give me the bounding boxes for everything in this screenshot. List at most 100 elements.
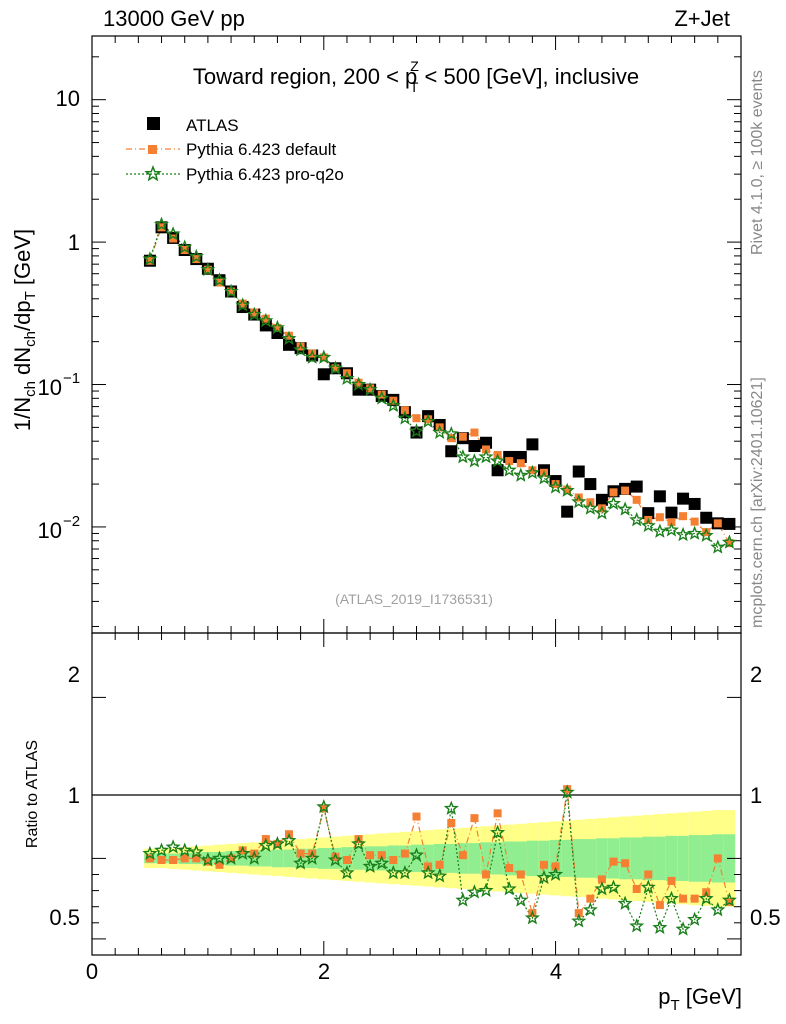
ratio-band-inner <box>665 835 678 881</box>
ratio-pro-q2o-point <box>304 850 320 865</box>
ratio-default-point <box>655 901 664 910</box>
ratio-default-point <box>713 854 722 863</box>
ratio-pro-q2o-point <box>698 890 714 906</box>
legend-marker-default <box>148 145 157 154</box>
pro-q2o-point <box>698 527 714 542</box>
rivet-version-label: Rivet 4.1.0, ≥ 100k events <box>749 70 766 255</box>
pro-q2o-point <box>188 248 204 264</box>
pro-q2o-point <box>594 505 610 520</box>
default-point <box>563 485 572 494</box>
ratio-default-point <box>679 894 688 903</box>
ratio-band-inner <box>526 840 539 877</box>
default-point <box>354 378 363 387</box>
ratio-default-point <box>366 851 375 860</box>
default-point <box>261 314 270 323</box>
default-point <box>690 517 699 526</box>
ratio-pro-q2o-point <box>721 892 737 907</box>
default-point <box>551 480 560 489</box>
x-tick-label-0: 0 <box>86 959 98 984</box>
ratio-default-point <box>505 864 514 873</box>
ratio-pro-q2o-point <box>362 858 378 873</box>
pro-q2o-point <box>281 330 297 346</box>
ratio-pro-q2o-point <box>548 866 564 881</box>
y-tick-label-1: 1 <box>68 230 80 255</box>
ratio-pro-q2o-point <box>664 890 680 906</box>
default-point <box>470 428 479 437</box>
ratio-y-axis-label: Ratio to ATLAS <box>24 740 41 848</box>
default-point <box>145 256 154 265</box>
ratio-pro-q2o-point <box>466 884 483 899</box>
pro-q2o-point <box>258 312 274 328</box>
default-point <box>424 415 433 424</box>
ratio-band-inner <box>503 841 516 876</box>
atlas-point <box>595 493 608 506</box>
x-tick-label-2: 2 <box>318 959 330 984</box>
ratio-pro-q2o-point <box>432 868 448 883</box>
ratio-pro-q2o-point <box>142 845 158 860</box>
ratio-band-inner <box>433 843 446 873</box>
ratio-y-tick-label-2: 2 <box>68 662 80 687</box>
ratio-pro-q2o-point <box>153 842 169 857</box>
legend-label-atlas: ATLAS <box>186 116 239 135</box>
default-point <box>655 513 664 522</box>
ratio-y-tick-label-right-0p5: 0.5 <box>750 905 781 930</box>
ratio-default-point <box>632 884 641 893</box>
legend-marker-pro-q2o <box>144 164 162 182</box>
ratio-band-inner <box>236 851 249 866</box>
ratio-band-inner <box>468 843 481 874</box>
ratio-default-point <box>458 851 467 860</box>
ratio-pro-q2o-point <box>408 847 425 862</box>
atlas-point <box>642 507 655 520</box>
pro-q2o-point <box>710 539 726 554</box>
pro-q2o-point <box>721 534 737 549</box>
ratio-band-inner <box>491 842 504 875</box>
atlas-point <box>584 478 597 491</box>
pro-q2o-point <box>640 517 656 533</box>
ratio-default-point <box>493 809 502 818</box>
ratio-markers <box>142 784 737 936</box>
pro-q2o-point <box>605 495 622 510</box>
ratio-y-tick-label-0p5: 0.5 <box>49 905 80 930</box>
pro-q2o-point <box>200 261 216 277</box>
main-axis-ticks <box>91 36 741 633</box>
ratio-band-inner <box>283 849 295 868</box>
ratio-band-inner <box>538 840 550 877</box>
y-tick-label-10: 10 <box>56 86 80 111</box>
pro-q2o-point <box>629 511 645 527</box>
ratio-pro-q2o-point <box>211 850 228 865</box>
ratio-default-point <box>389 856 398 865</box>
ratio-default-point <box>609 857 618 866</box>
ratio-band-inner <box>260 850 272 867</box>
ratio-pro-q2o-point <box>165 839 181 854</box>
ratio-default-point <box>551 862 560 871</box>
ratio-pro-q2o-point <box>524 910 540 925</box>
ratio-pro-q2o-point <box>350 836 367 851</box>
pro-q2o-point <box>269 319 285 335</box>
atlas-point <box>445 445 458 458</box>
ratio-default-point <box>667 876 676 885</box>
pro-q2o-point <box>443 426 459 441</box>
y-tick-exp-0p1: −1 <box>63 370 80 387</box>
ratio-band-inner <box>677 835 689 881</box>
pro-q2o-point <box>582 500 598 515</box>
pro-q2o-point <box>559 482 575 497</box>
atlas-point <box>700 511 713 524</box>
ratio-default-point <box>400 849 409 858</box>
default-point <box>412 414 421 423</box>
ratio-pro-q2o-point <box>582 902 598 917</box>
ratio-default-point <box>203 857 212 866</box>
ratio-pro-q2o-point <box>339 865 355 880</box>
atlas-point <box>491 464 504 477</box>
pro-q2o-point <box>293 341 309 357</box>
legend-label-pro-q2o: Pythia 6.423 pro-q2o <box>186 165 344 184</box>
ratio-band-inner <box>642 836 655 881</box>
ratio-default-point <box>273 839 282 848</box>
default-point <box>227 287 236 296</box>
default-point <box>713 519 722 528</box>
ratio-band-inner <box>561 839 573 877</box>
pro-q2o-point <box>466 453 483 468</box>
default-point <box>400 406 409 415</box>
ratio-default-point <box>296 849 305 858</box>
pro-q2o-point <box>362 381 378 397</box>
default-point <box>528 466 537 475</box>
